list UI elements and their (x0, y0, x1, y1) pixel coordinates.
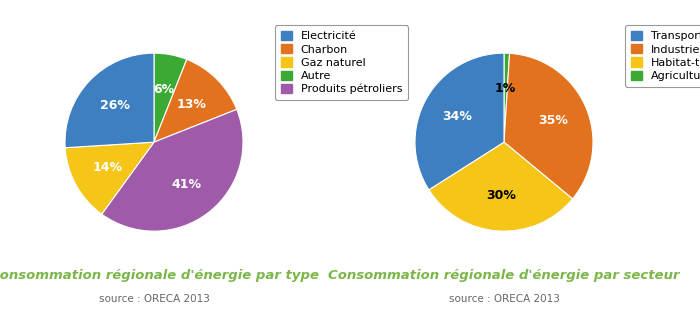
Wedge shape (65, 53, 154, 148)
Text: source : ORECA 2013: source : ORECA 2013 (449, 294, 559, 303)
Wedge shape (504, 53, 593, 199)
Wedge shape (429, 142, 573, 231)
Wedge shape (504, 53, 510, 142)
Text: 6%: 6% (153, 83, 174, 96)
Text: 35%: 35% (538, 114, 568, 127)
Wedge shape (415, 53, 504, 190)
Legend: Transport, Industrie, Habitat-tertiaire, Agriculture: Transport, Industrie, Habitat-tertiaire,… (625, 25, 700, 87)
Wedge shape (154, 53, 187, 142)
Wedge shape (65, 142, 154, 214)
Text: 34%: 34% (442, 110, 472, 123)
Wedge shape (154, 59, 237, 142)
Text: source : ORECA 2013: source : ORECA 2013 (99, 294, 209, 303)
Wedge shape (102, 109, 243, 231)
Text: 30%: 30% (486, 189, 516, 202)
Text: 13%: 13% (177, 98, 206, 111)
Text: 14%: 14% (92, 161, 122, 174)
Text: 1%: 1% (495, 82, 517, 95)
Legend: Electricité, Charbon, Gaz naturel, Autre, Produits pétroliers: Electricité, Charbon, Gaz naturel, Autre… (275, 25, 408, 100)
Text: 26%: 26% (100, 99, 130, 112)
Text: Consommation régionale d'énergie par secteur: Consommation régionale d'énergie par sec… (328, 269, 680, 282)
Text: 41%: 41% (172, 178, 202, 191)
Text: Consommation régionale d'énergie par type: Consommation régionale d'énergie par typ… (0, 269, 318, 282)
